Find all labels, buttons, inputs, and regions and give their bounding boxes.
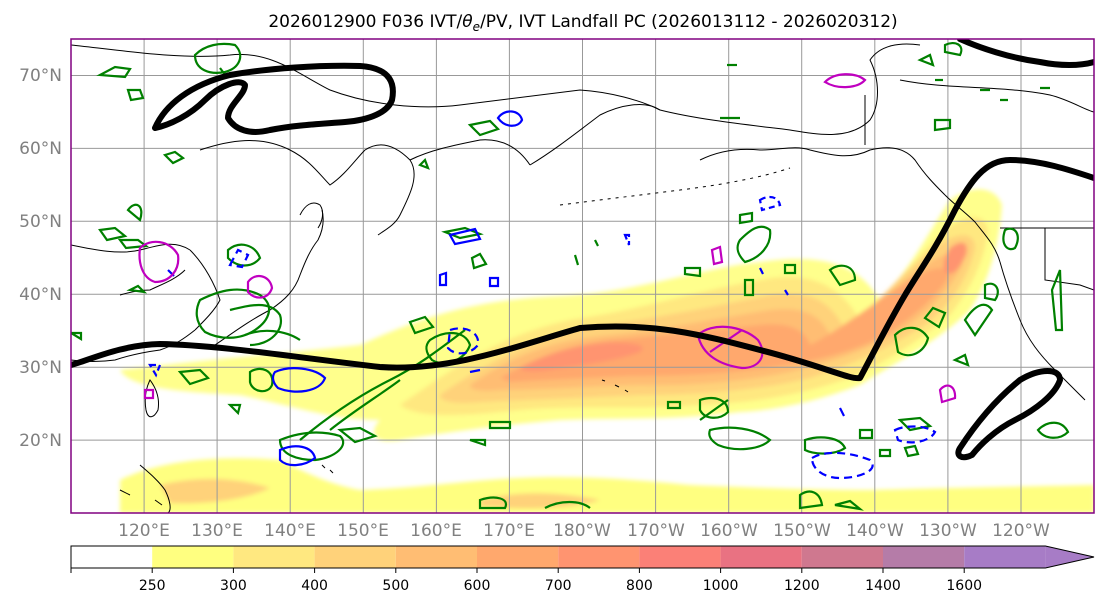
lat-label: 60°N (19, 139, 62, 159)
ivt-shading (120, 189, 1094, 513)
colorbar-segment (152, 546, 234, 568)
lat-label: 70°N (19, 66, 62, 86)
colorbar-label: 250 (139, 578, 166, 594)
colorbar-label: 400 (301, 578, 328, 594)
lon-label: 130°W (919, 521, 977, 541)
lon-labels: 120°E 130°E 140°E 150°E 160°E 170°E 180°… (118, 521, 1050, 541)
lon-label: 170°W (627, 521, 685, 541)
lon-label: 130°E (191, 521, 243, 541)
colorbar-segment (477, 546, 559, 568)
ivt-band-700 (520, 342, 643, 372)
lat-labels: 70°N 60°N 50°N 40°N 30°N 20°N (19, 66, 62, 451)
title-prefix: 2026012900 F036 IVT/ (268, 12, 462, 32)
theta-e-contours-blue (148, 110, 937, 480)
colorbar-extend-arrow (1045, 546, 1094, 568)
title-suffix: /PV, IVT Landfall PC (2026013112 - 20260… (480, 12, 898, 32)
colorbar-segment (964, 546, 1046, 568)
lat-label: 30°N (19, 358, 62, 378)
ivt-band-700b (943, 242, 967, 274)
ivt-band-south-inner (160, 478, 600, 509)
lon-label: 150°W (773, 521, 831, 541)
title-subscript: e (473, 20, 480, 34)
colorbar-label: 1000 (703, 578, 739, 594)
colorbar-ticks (70, 568, 965, 573)
colorbar-segment (639, 546, 721, 568)
map-panel (71, 39, 1094, 513)
colorbar-segment (801, 546, 883, 568)
colorbar-segment (558, 546, 640, 568)
lat-label: 50°N (19, 212, 62, 232)
colorbar-label: 500 (382, 578, 409, 594)
lon-label: 120°W (992, 521, 1050, 541)
colorbar-label: 1400 (865, 578, 901, 594)
landfall-pc-contour (71, 39, 1094, 461)
lon-label: 160°E (410, 521, 462, 541)
lat-label: 20°N (19, 431, 62, 451)
lon-label: 140°W (846, 521, 904, 541)
colorbar-segment (720, 546, 802, 568)
map-frame (70, 38, 1095, 514)
colorbar-label: 1600 (946, 578, 982, 594)
colorbar-label: 700 (545, 578, 572, 594)
lon-label: 160°W (700, 521, 758, 541)
lon-label: 120°E (118, 521, 170, 541)
lon-label: 180°W (553, 521, 611, 541)
theta-e-contours-magenta (138, 73, 957, 404)
lon-label: 150°E (337, 521, 389, 541)
colorbar-segment (395, 546, 477, 568)
pv-contours-green (71, 41, 1070, 511)
lon-label: 140°E (264, 521, 316, 541)
colorbar-segment (71, 546, 153, 568)
colorbar-segment (883, 546, 965, 568)
colorbar-segment (314, 546, 396, 568)
lat-label: 40°N (19, 285, 62, 305)
colorbar-label: 800 (626, 578, 653, 594)
title-theta: θ (462, 12, 473, 32)
figure-title: 2026012900 F036 IVT/θe/PV, IVT Landfall … (268, 12, 897, 34)
colorbar-label: 300 (220, 578, 247, 594)
colorbar-segment (233, 546, 315, 568)
colorbar-label: 1200 (784, 578, 820, 594)
colorbar-label: 600 (464, 578, 491, 594)
colorbar-labels: 250 300 400 500 600 700 800 1000 1200 14… (139, 578, 982, 594)
lon-label: 170°E (483, 521, 535, 541)
colorbar: 250 300 400 500 600 700 800 1000 1200 14… (70, 545, 1095, 594)
colorbar-outline (70, 545, 1095, 569)
